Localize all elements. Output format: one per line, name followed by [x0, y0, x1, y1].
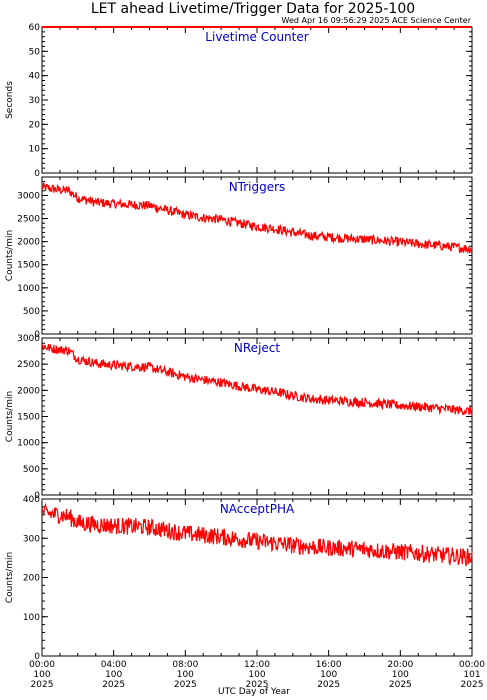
x-tick-doy: 100: [177, 670, 194, 680]
x-tick-doy: 100: [105, 670, 122, 680]
panel-title: Livetime Counter: [205, 30, 308, 44]
series-line: [41, 502, 473, 567]
y-tick-label: 40: [29, 72, 41, 82]
y-tick-label: 60: [29, 23, 41, 33]
panel-4: 0 100 200 300 400 Counts/min NAcceptPHA: [5, 495, 473, 662]
x-tick-time: 20:00: [387, 660, 413, 670]
y-tick-label: 3000: [17, 191, 40, 201]
y-tick-label: 1000: [17, 284, 40, 294]
x-tick-year: 2025: [461, 680, 484, 690]
figure-subtitle: Wed Apr 16 09:56:29 2025 ACE Science Cen…: [282, 16, 472, 25]
y-tick-label: 20: [29, 120, 41, 130]
plot-frame: [41, 26, 473, 174]
x-tick-time: 08:00: [172, 660, 198, 670]
y-tick-label: 400: [23, 495, 40, 505]
y-axis-label: Seconds: [5, 81, 15, 119]
x-tick-year: 2025: [389, 680, 412, 690]
x-tick-year: 2025: [102, 680, 125, 690]
y-tick-label: 0: [34, 169, 40, 179]
y-tick-label: 500: [23, 307, 40, 317]
panel-title: NReject: [234, 341, 280, 355]
x-tick-year: 2025: [31, 680, 54, 690]
y-tick-label: 30: [29, 96, 41, 106]
x-tick-time: 04:00: [101, 660, 127, 670]
y-tick-label: 3000: [17, 334, 40, 344]
y-tick-label: 2500: [17, 360, 40, 370]
plot-frame: [41, 337, 473, 496]
x-tick-doy: 101: [463, 670, 480, 680]
x-tick-time: 12:00: [244, 660, 270, 670]
y-tick-label: 200: [23, 574, 40, 584]
figure-title: LET ahead Livetime/Trigger Data for 2025…: [91, 1, 415, 17]
y-tick-label: 2000: [17, 238, 40, 248]
x-axis-label: UTC Day of Year: [218, 687, 290, 697]
x-tick-doy: 100: [392, 670, 409, 680]
x-tick-doy: 100: [248, 670, 265, 680]
y-axis-label: Counts/min: [5, 391, 15, 442]
y-tick-label: 1000: [17, 439, 40, 449]
panel-2: 0 500 1000 1500 2000 2500 3000 Counts/min NTrigg…: [5, 176, 473, 340]
x-tick-year: 2025: [174, 680, 197, 690]
panel-title: NTriggers: [229, 180, 286, 194]
y-tick-label: 0: [34, 491, 40, 501]
x-tick-doy: 100: [320, 670, 337, 680]
y-tick-label: 0: [34, 330, 40, 340]
x-tick-time: 00:00: [29, 660, 55, 670]
x-tick-year: 2025: [246, 680, 269, 690]
panel-1: 0 10 20 30 40 50 60 Seconds Livetime Counter: [5, 23, 473, 179]
y-axis-label: Counts/min: [5, 230, 15, 281]
x-axis: 00:00100202504:00100202508:00100202512:0…: [29, 660, 485, 690]
y-tick-label: 50: [29, 47, 41, 57]
y-tick-label: 2500: [17, 215, 40, 225]
panels: 0 10 20 30 40 50 60 Seconds Livetime Counter 0 500…: [5, 23, 473, 662]
y-tick-label: 0: [34, 652, 40, 662]
y-tick-label: 1500: [17, 413, 40, 423]
x-tick-time: 16:00: [316, 660, 342, 670]
y-tick-label: 2000: [17, 386, 40, 396]
y-axis-label: Counts/min: [5, 552, 15, 603]
series-line: [41, 182, 473, 255]
panel-title: NAcceptPHA: [220, 502, 295, 516]
series-line: [41, 343, 473, 416]
y-tick-label: 500: [23, 465, 40, 475]
y-tick-label: 10: [29, 145, 41, 155]
x-tick-doy: 100: [33, 670, 50, 680]
panel-3: 0 500 1000 1500 2000 2500 3000 Counts/min NRejec…: [5, 334, 473, 501]
y-tick-label: 1500: [17, 261, 40, 271]
x-tick-time: 00:00: [459, 660, 485, 670]
y-tick-label: 300: [23, 534, 40, 544]
x-tick-year: 2025: [317, 680, 340, 690]
y-tick-label: 100: [23, 613, 40, 623]
